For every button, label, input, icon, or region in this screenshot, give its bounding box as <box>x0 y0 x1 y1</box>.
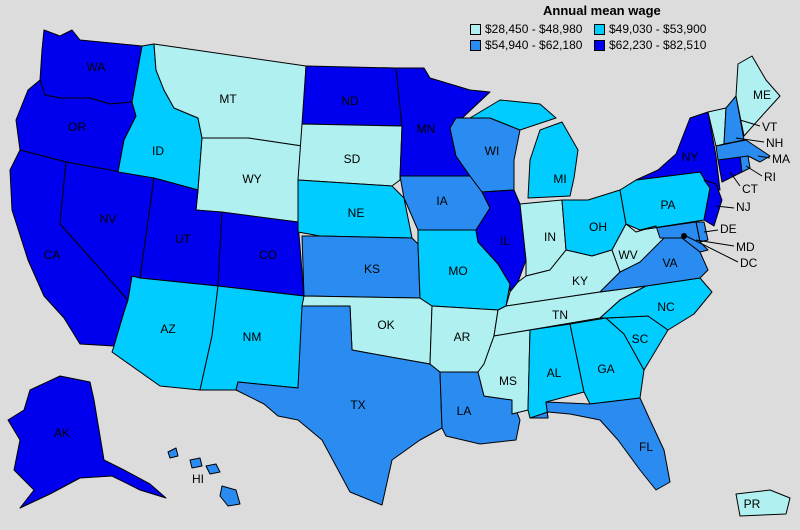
state-nc[interactable] <box>599 277 713 331</box>
state-sd[interactable] <box>297 123 403 187</box>
label-ne: NE <box>348 206 365 220</box>
legend-label: $54,940 - $62,180 <box>485 38 583 52</box>
label-nd: ND <box>341 94 359 108</box>
label-nj: NJ <box>736 200 751 214</box>
label-leader-lines <box>685 119 771 263</box>
state-mi[interactable] <box>469 99 579 199</box>
legend-item-tier-0: $28,450 - $48,980 <box>470 22 588 36</box>
state-me[interactable] <box>735 55 781 137</box>
label-wy: WY <box>242 172 261 186</box>
label-pa: PA <box>660 198 675 212</box>
label-ak: AK <box>54 426 70 440</box>
label-dc: DC <box>740 256 758 270</box>
label-vt: VT <box>762 120 778 134</box>
label-hi: HI <box>192 472 204 486</box>
label-sc: SC <box>632 332 649 346</box>
label-nc: NC <box>657 300 675 314</box>
label-nv: NV <box>100 212 117 226</box>
label-ny: NY <box>682 150 699 164</box>
label-ga: GA <box>597 362 614 376</box>
state-ri[interactable] <box>739 155 751 173</box>
label-nh: NH <box>766 136 783 150</box>
state-fl[interactable] <box>529 397 671 491</box>
legend-item-tier-3: $62,230 - $82,510 <box>594 38 712 52</box>
label-ks: KS <box>364 262 380 276</box>
state-labels: WA OR CA NV ID MT WY UT CO AZ NM ND SD N… <box>44 60 790 511</box>
label-tn: TN <box>552 308 568 322</box>
label-md: MD <box>736 240 755 254</box>
label-ms: MS <box>499 374 517 388</box>
label-wi: WI <box>485 144 500 158</box>
label-ri: RI <box>764 170 776 184</box>
label-ut: UT <box>175 232 192 246</box>
label-la: LA <box>457 404 472 418</box>
legend-label: $28,450 - $48,980 <box>485 22 583 36</box>
label-oh: OH <box>589 220 607 234</box>
label-de: DE <box>720 222 737 236</box>
label-co: CO <box>259 248 277 262</box>
legend-label: $49,030 - $53,900 <box>609 22 707 36</box>
state-tx[interactable] <box>235 305 443 506</box>
legend-label: $62,230 - $82,510 <box>609 38 707 52</box>
label-mt: MT <box>219 92 237 106</box>
legend-grid: $28,450 - $48,980 $49,030 - $53,900 $54,… <box>470 22 710 52</box>
label-ma: MA <box>772 152 790 166</box>
label-pr: PR <box>744 497 761 511</box>
legend: Annual mean wage $28,450 - $48,980 $49,0… <box>470 2 710 52</box>
label-ar: AR <box>454 330 471 344</box>
legend-swatch <box>470 23 481 35</box>
label-me: ME <box>753 88 771 102</box>
legend-swatch <box>470 39 481 51</box>
label-ca: CA <box>44 248 61 262</box>
label-va: VA <box>662 256 677 270</box>
label-mn: MN <box>417 122 436 136</box>
state-ks[interactable] <box>301 235 421 299</box>
legend-item-tier-1: $49,030 - $53,900 <box>594 22 712 36</box>
state-hi[interactable] <box>167 447 241 507</box>
label-nm: NM <box>243 330 262 344</box>
label-wv: WV <box>618 248 637 262</box>
label-ky: KY <box>572 274 588 288</box>
state-ak[interactable] <box>7 375 167 509</box>
label-ok: OK <box>377 318 394 332</box>
legend-item-tier-2: $54,940 - $62,180 <box>470 38 588 52</box>
dc-marker <box>681 233 687 239</box>
label-fl: FL <box>639 440 653 454</box>
label-in: IN <box>544 230 556 244</box>
label-az: AZ <box>160 322 175 336</box>
label-id: ID <box>152 144 164 158</box>
label-or: OR <box>68 120 86 134</box>
legend-swatch <box>594 39 605 51</box>
legend-swatch <box>594 23 605 35</box>
label-il: IL <box>500 234 510 248</box>
label-mo: MO <box>448 264 467 278</box>
legend-title: Annual mean wage <box>543 3 661 18</box>
label-mi: MI <box>553 172 566 186</box>
label-wa: WA <box>87 60 106 74</box>
state-pr[interactable] <box>735 489 791 517</box>
label-ia: IA <box>436 194 447 208</box>
label-al: AL <box>547 366 562 380</box>
label-sd: SD <box>344 152 361 166</box>
state-il[interactable] <box>475 189 527 293</box>
label-ct: CT <box>742 182 759 196</box>
state-nh[interactable] <box>723 95 745 145</box>
state-nj[interactable] <box>703 179 723 227</box>
state-md[interactable] <box>639 221 709 253</box>
state-ma[interactable] <box>715 139 771 163</box>
label-tx: TX <box>350 398 365 412</box>
